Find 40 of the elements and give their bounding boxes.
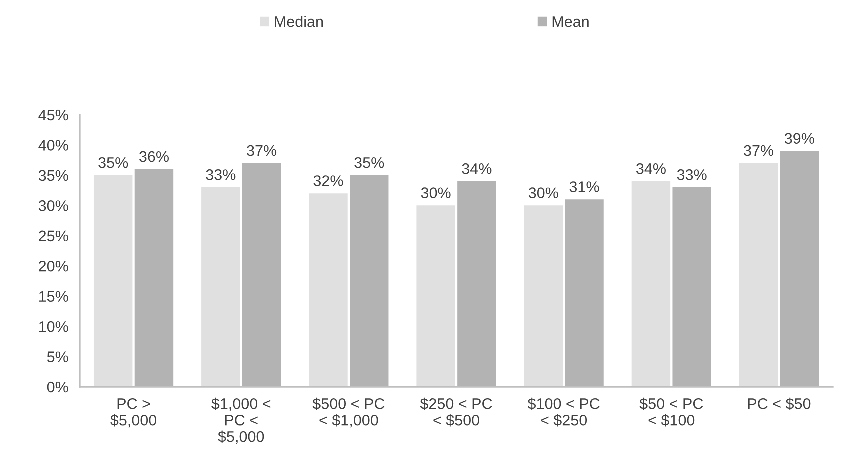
data-label: 39% [784,133,814,144]
data-label: 37% [744,145,774,156]
x-tick-label: $1,000 < PC < $5,000 [212,398,271,444]
y-tick-label: 10% [39,321,68,332]
data-label: 37% [247,145,277,156]
data-label: 30% [528,188,558,198]
y-tick-label: 30% [38,200,68,212]
y-tick-label: 45% [38,110,68,121]
y-tick-label: 15% [39,291,68,302]
legend-label: Mean [552,16,589,28]
bar [309,194,348,387]
data-label: 34% [636,163,666,174]
legend-label: Median [275,16,324,28]
data-label: 35% [98,157,128,168]
y-tick-label: 35% [38,170,68,182]
data-label: 33% [677,170,707,180]
y-tick-label: 25% [39,230,68,242]
bar [94,175,133,387]
x-tick-label: PC < $50 [748,398,811,410]
y-tick-label: 5% [47,352,68,362]
bar [739,163,778,387]
data-label: 30% [421,188,451,198]
y-tick-label: 0% [47,382,68,393]
bar [416,206,456,387]
data-label: 32% [314,176,344,186]
y-tick-label: 20% [39,260,68,272]
x-tick-label: $250 < PC < $500 [420,398,492,427]
data-label: 31% [570,182,600,192]
bar [202,188,240,387]
x-tick-label: $500 < PC < $1,000 [312,398,385,428]
x-tick-label: $50 < PC < $100 [640,398,704,427]
x-tick-label: PC > $5,000 [110,398,157,428]
y-tick-label: 40% [38,140,68,151]
bar [524,206,563,387]
data-label: 33% [206,170,236,180]
data-label: 36% [140,151,169,162]
data-label: 34% [462,163,492,174]
data-label: 35% [354,157,384,168]
bar [632,181,671,387]
x-tick-label: $100 < PC < $250 [528,398,600,427]
